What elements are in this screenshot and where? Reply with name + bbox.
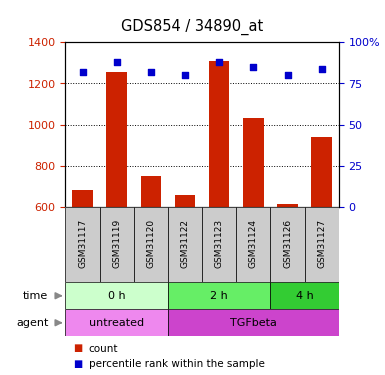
Bar	[202, 207, 236, 282]
Text: ■: ■	[73, 359, 82, 369]
Text: agent: agent	[16, 318, 49, 328]
Text: 4 h: 4 h	[296, 291, 313, 301]
Point	[79, 69, 85, 75]
Bar	[271, 207, 305, 282]
Bar	[100, 207, 134, 282]
Text: GSM31126: GSM31126	[283, 219, 292, 268]
Text: GSM31120: GSM31120	[146, 219, 156, 268]
Text: percentile rank within the sample: percentile rank within the sample	[89, 359, 264, 369]
Bar	[168, 309, 339, 336]
Text: untreated: untreated	[89, 318, 144, 328]
Text: 2 h: 2 h	[210, 291, 228, 301]
Text: time: time	[23, 291, 49, 301]
Bar	[65, 207, 100, 282]
Bar	[168, 207, 202, 282]
Bar	[65, 309, 168, 336]
Text: 0 h: 0 h	[108, 291, 126, 301]
Bar	[236, 207, 271, 282]
Bar	[175, 195, 195, 331]
Bar	[106, 72, 127, 331]
Bar	[209, 61, 229, 331]
Bar	[168, 282, 271, 309]
Point	[216, 59, 222, 65]
Text: ■: ■	[73, 344, 82, 354]
Point	[250, 64, 256, 70]
Text: GDS854 / 34890_at: GDS854 / 34890_at	[121, 18, 264, 35]
Point	[285, 72, 291, 78]
Point	[182, 72, 188, 78]
Bar	[277, 204, 298, 331]
Text: GSM31119: GSM31119	[112, 219, 121, 268]
Bar	[65, 282, 168, 309]
Bar	[141, 176, 161, 331]
Bar	[243, 117, 264, 331]
Text: GSM31117: GSM31117	[78, 219, 87, 268]
Point	[114, 59, 120, 65]
Bar	[271, 282, 339, 309]
Point	[319, 66, 325, 72]
Point	[148, 69, 154, 75]
Bar	[305, 207, 339, 282]
Bar	[72, 190, 93, 331]
Text: GSM31123: GSM31123	[215, 219, 224, 268]
Bar	[134, 207, 168, 282]
Text: count: count	[89, 344, 118, 354]
Text: GSM31124: GSM31124	[249, 219, 258, 267]
Bar	[311, 137, 332, 331]
Text: TGFbeta: TGFbeta	[230, 318, 277, 328]
Text: GSM31127: GSM31127	[317, 219, 326, 268]
Text: GSM31122: GSM31122	[181, 219, 189, 267]
